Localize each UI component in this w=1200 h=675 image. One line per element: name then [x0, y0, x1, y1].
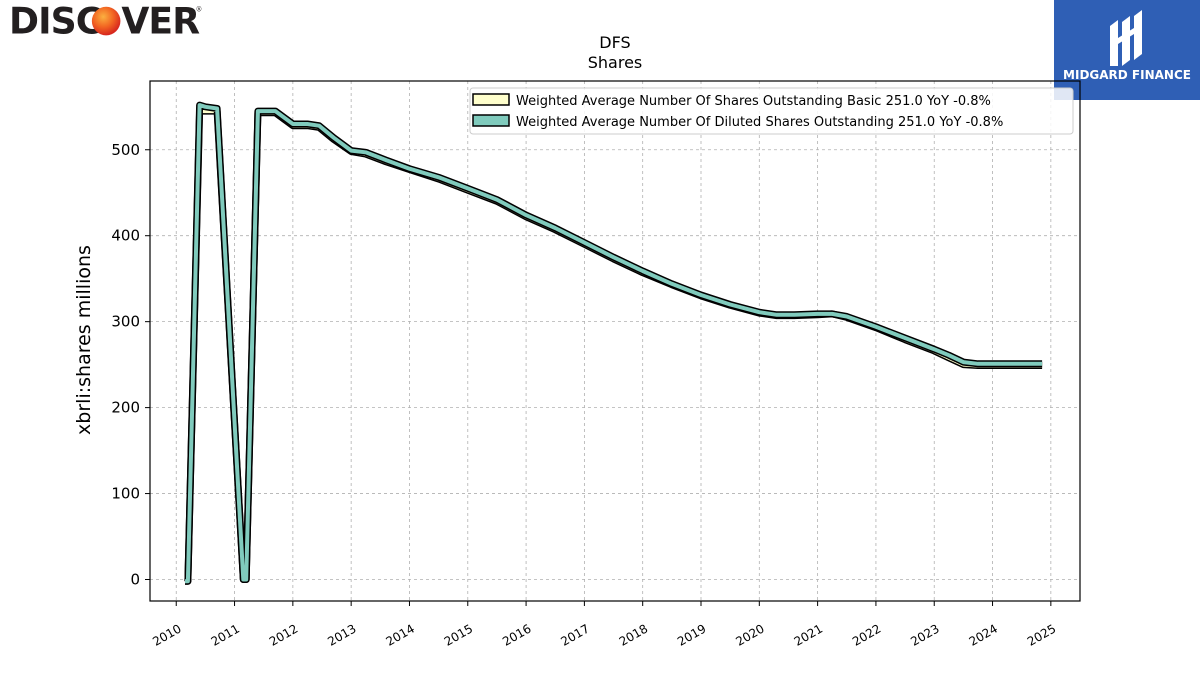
y-axis: 0 100 200 300 400 500 [111, 141, 150, 589]
legend-swatch [472, 93, 510, 106]
legend-box [469, 87, 1074, 135]
series-line-1 [185, 103, 1043, 584]
legend-swatch [472, 114, 510, 127]
y-tick-label: 500 [111, 141, 140, 159]
y-axis-label: xbrli:shares millions [73, 245, 95, 435]
legend: Weighted Average Number Of Shares Outsta… [469, 87, 1074, 135]
y-tick-label: 0 [130, 571, 140, 589]
x-tick-label: 2016 [500, 621, 533, 648]
x-tick-label: 2022 [850, 621, 883, 648]
chart-subtitle: Shares [588, 53, 643, 72]
series-outline-0 [184, 107, 1043, 585]
x-tick-label: 2015 [442, 621, 475, 648]
x-tick-label: 2019 [675, 621, 708, 648]
x-tick-label: 2020 [733, 621, 766, 648]
svg-text:VER: VER [121, 2, 200, 42]
x-tick-label: 2010 [150, 621, 183, 648]
x-tick-label: 2011 [209, 621, 242, 648]
badge-label: MIDGARD FINANCE [1063, 68, 1191, 82]
x-tick-label: 2012 [267, 621, 300, 648]
y-tick-label: 100 [111, 485, 140, 503]
brand-logo-dot [91, 6, 121, 36]
brand-logo: DISC VER ® [9, 2, 203, 42]
x-tick-label: 2017 [558, 621, 591, 648]
legend-label: Weighted Average Number Of Diluted Share… [516, 115, 1003, 130]
chart-title: DFS [599, 33, 630, 52]
x-tick-label: 2024 [967, 621, 1000, 648]
x-tick-label: 2018 [617, 621, 650, 648]
midgard-finance-badge: MIDGARD FINANCE [1054, 0, 1200, 100]
midgard-logo-icon [1110, 10, 1142, 66]
y-tick-label: 300 [111, 313, 140, 331]
svg-text:DISC: DISC [9, 2, 101, 42]
x-axis: 2010 2011 2012 2013 2014 2015 2016 2017 2018 2019… [150, 601, 1058, 649]
y-tick-label: 200 [111, 399, 140, 417]
grid [150, 81, 1080, 601]
series-layer [184, 101, 1043, 585]
x-tick-label: 2023 [908, 621, 941, 648]
x-tick-label: 2013 [325, 621, 358, 648]
x-tick-label: 2025 [1025, 621, 1058, 648]
y-tick-label: 400 [111, 227, 140, 245]
legend-label: Weighted Average Number Of Shares Outsta… [516, 94, 991, 109]
plot-frame [149, 80, 1081, 602]
x-tick-label: 2021 [792, 621, 825, 648]
x-tick-label: 2014 [384, 621, 417, 648]
svg-text:®: ® [196, 6, 203, 14]
